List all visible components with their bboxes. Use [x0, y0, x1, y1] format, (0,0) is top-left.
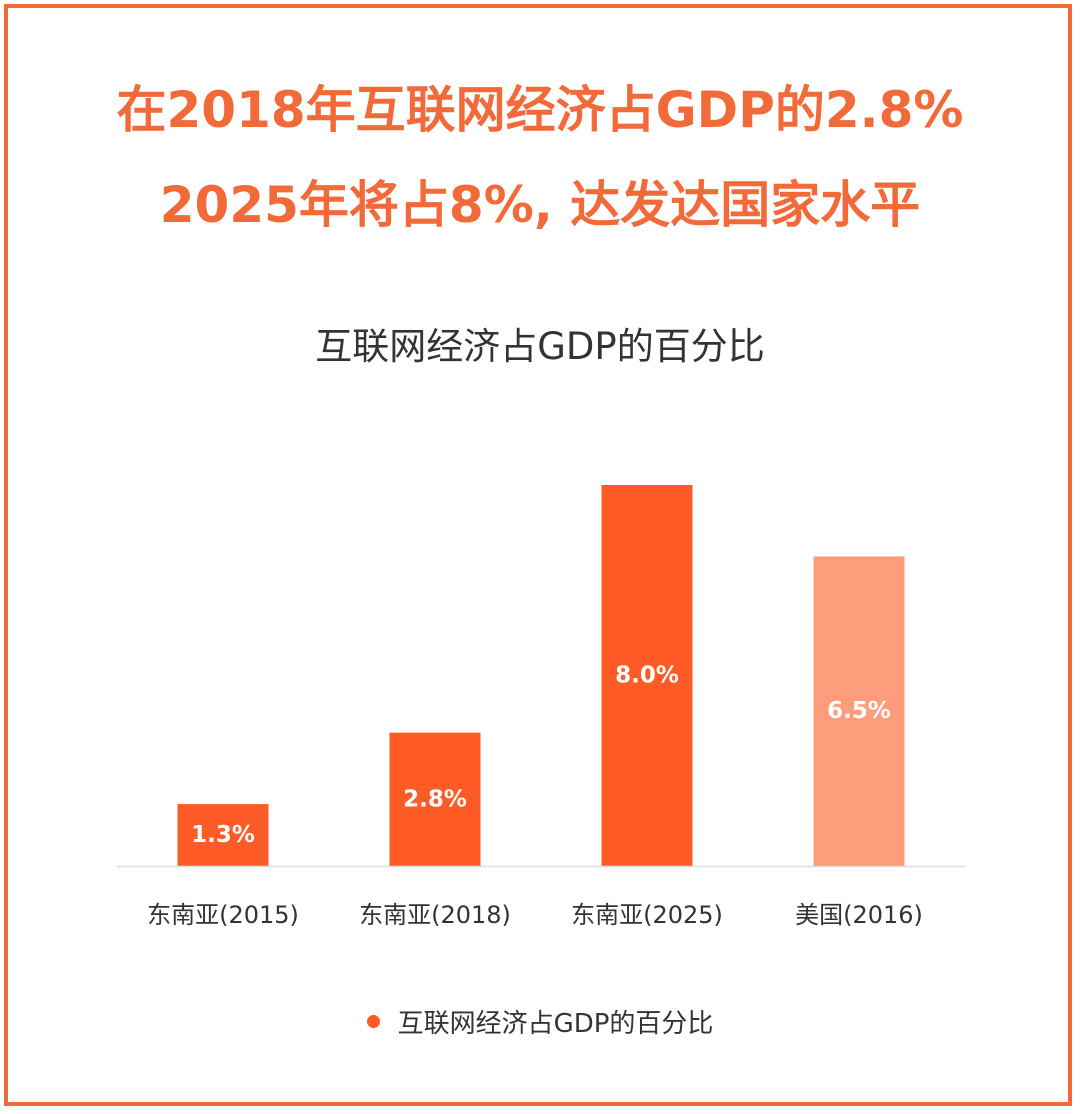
- chart-legend: 互联网经济占GDP的百分比: [0, 1003, 1080, 1040]
- card-frame: [4, 4, 1072, 1106]
- chart-title: 互联网经济占GDP的百分比: [315, 325, 765, 368]
- bar-1: [389, 732, 481, 866]
- legend-dot-icon: [366, 1015, 380, 1028]
- x-tick-label-3: 美国(2016): [795, 901, 923, 929]
- bar-value-label-3: 6.5%: [827, 698, 891, 724]
- legend-label: 互联网经济占GDP的百分比: [397, 1009, 714, 1039]
- headline-line-2: 2025年将占8%, 达发达国家水平: [159, 176, 921, 234]
- bar-value-label-0: 1.3%: [191, 822, 255, 848]
- x-tick-label-1: 东南亚(2018): [359, 901, 511, 929]
- x-tick-label-0: 东南亚(2015): [147, 901, 299, 929]
- headline-line-1: 在2018年互联网经济占GDP的2.8%: [116, 81, 964, 139]
- bar-2: [601, 485, 693, 866]
- bar-value-label-1: 2.8%: [403, 786, 467, 812]
- x-tick-label-2: 东南亚(2025): [571, 901, 723, 929]
- bar-0: [177, 804, 269, 866]
- bar-3: [813, 556, 905, 866]
- bar-value-label-2: 8.0%: [615, 663, 679, 689]
